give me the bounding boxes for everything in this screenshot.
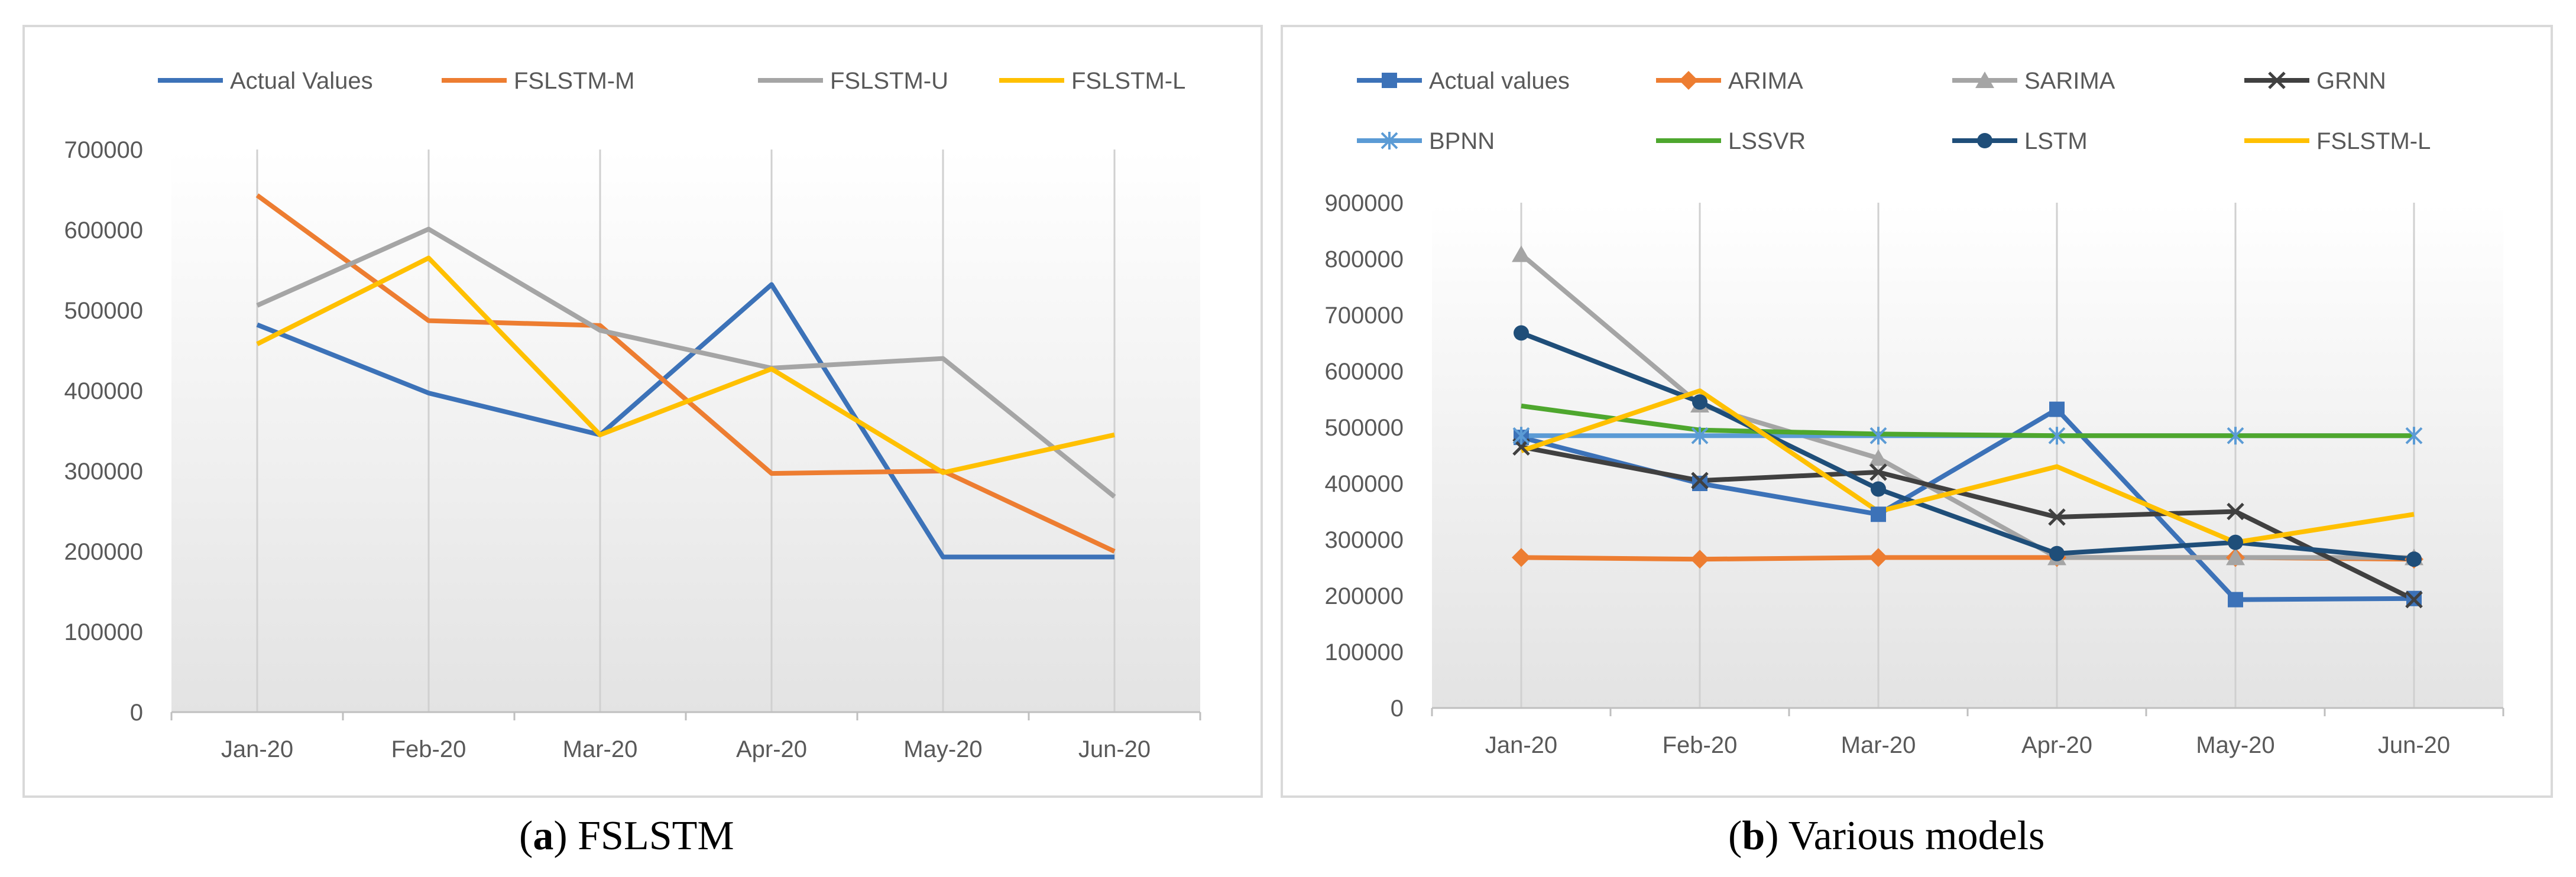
x-tick-label: Jun-20 [2378,732,2450,758]
data-point-sarima [1512,245,1531,262]
chart-panel-b: Jan-20 Feb-20 Mar-20 Apr-20 May-20 Jun-20 0 100… [1281,25,2553,798]
legend-label-sarima: SARIMA [2024,68,2115,94]
data-point-grnn [2227,502,2244,521]
x-tick-label: May-20 [903,736,982,762]
x-tick-label: Apr-20 [2021,732,2092,758]
chart-panel-a: Jan-20 Feb-20 Mar-20 Apr-20 May-20 Jun-20 0 100… [22,25,1263,798]
data-point-grnn [1691,472,1709,490]
data-point-sarima [2226,548,2245,566]
caption-b-letter: b [1742,813,1765,859]
x-tick-label: Mar-20 [1841,732,1916,758]
y-tick-label: 900000 [1325,190,1404,216]
y-tick-label: 600000 [64,217,143,243]
caption-b: (b) Various models [1728,813,2045,859]
legend-label-fslstm-u: FSLSTM-U [830,68,948,94]
y-tick-label: 200000 [64,539,143,565]
y-tick-label: 500000 [64,298,143,324]
data-point-actual-values [2049,401,2065,417]
series-line-grnn [1521,444,2415,602]
data-point-grnn [2405,590,2423,609]
x-tick-label: Jan-20 [221,736,293,762]
series-line-actual-values [256,282,1114,560]
legend-marker-sarima [1975,72,1994,88]
data-point-arima [1690,550,1709,569]
x-tick-label: Jan-20 [1485,732,1557,758]
series-line-fslstm-u [256,226,1116,499]
caption-a-text: FSLSTM [567,813,734,859]
caption-a-letter: a [533,813,554,859]
x-tick-label: Feb-20 [391,736,466,762]
series-line-sarima [1519,252,2414,560]
x-tick-label: Jun-20 [1078,736,1151,762]
data-point-sarima [1869,449,1888,466]
data-point-arima [1869,548,1888,567]
x-tick-label: May-20 [2196,732,2274,758]
y-tick-label: 600000 [1325,359,1404,385]
legend-marker-grnn [2268,72,2286,89]
legend-label-actual-values: Actual Values [230,68,373,94]
caption-a: (a) FSLSTM [519,813,734,859]
plot-area [171,150,1200,712]
data-point-bpnn [2048,427,2066,445]
legend-label-fslstm-l: FSLSTM-L [1071,68,1185,94]
legend-label-fslstm-m: FSLSTM-M [514,68,634,94]
legend-label-arima: ARIMA [1728,68,1803,94]
y-tick-label: 400000 [64,378,143,404]
y-tick-label: 300000 [64,459,143,485]
legend-marker-arima [1679,71,1698,90]
series-line-fslstm-l [1520,388,2415,545]
data-point-bpnn [2227,427,2244,445]
legend-label-actual-values: Actual values [1429,68,1570,94]
data-point-lstm [1871,481,1886,497]
data-point-actual-values [2228,592,2243,608]
data-point-bpnn [2405,427,2423,445]
legend-marker-actual-values [1382,73,1397,88]
y-tick-label: 800000 [1325,246,1404,272]
chart-a-svg: Jan-20 Feb-20 Mar-20 Apr-20 May-20 Jun-20 0 100… [64,68,1201,762]
data-point-actual-values [1692,476,1707,491]
series-line-lstm [1520,330,2415,562]
data-point-bpnn [1691,427,1709,445]
data-point-arima [1512,548,1531,567]
legend-label-grnn: GRNN [2316,68,2386,94]
data-point-lstm [1514,325,1529,341]
y-tick-label: 500000 [1325,415,1404,441]
data-point-lstm [2406,551,2422,567]
x-tick-label: Apr-20 [736,736,807,762]
y-tick-label: 400000 [1325,471,1404,497]
x-tick-label: Feb-20 [1663,732,1738,758]
series-line-fslstm-l [256,255,1115,475]
data-point-bpnn [1869,427,1887,445]
caption-b-text: Various models [1778,813,2045,859]
legend-marker-lstm [1977,133,1992,148]
legend-label-lssvr: LSSVR [1728,128,1806,154]
y-tick-label: 100000 [64,619,143,645]
series-line-lssvr [1521,403,2414,438]
legend-label-fslstm-l: FSLSTM-L [2316,128,2431,154]
data-point-bpnn [1512,427,1530,445]
y-tick-label: 700000 [1325,303,1404,329]
chart-b-svg: Jan-20 Feb-20 Mar-20 Apr-20 May-20 Jun-20 0 100… [1325,68,2504,758]
data-point-grnn [2048,508,2066,526]
legend-label-bpnn: BPNN [1429,128,1495,154]
data-point-actual-values [1871,506,1886,522]
legend-label-lstm: LSTM [2024,128,2088,154]
data-point-grnn [1869,463,1887,481]
data-point-lstm [2228,534,2243,550]
legend-marker-bpnn [1381,132,1398,150]
y-tick-label: 300000 [1325,527,1404,553]
plot-area [1432,203,2503,708]
x-tick-label: Mar-20 [563,736,638,762]
y-tick-label: 100000 [1325,639,1404,665]
data-point-lstm [2049,545,2065,561]
data-point-lstm [1692,394,1707,410]
y-tick-label: 0 [130,700,143,726]
y-tick-label: 200000 [1325,583,1404,609]
y-tick-label: 0 [1391,696,1404,722]
y-tick-label: 700000 [64,137,143,163]
